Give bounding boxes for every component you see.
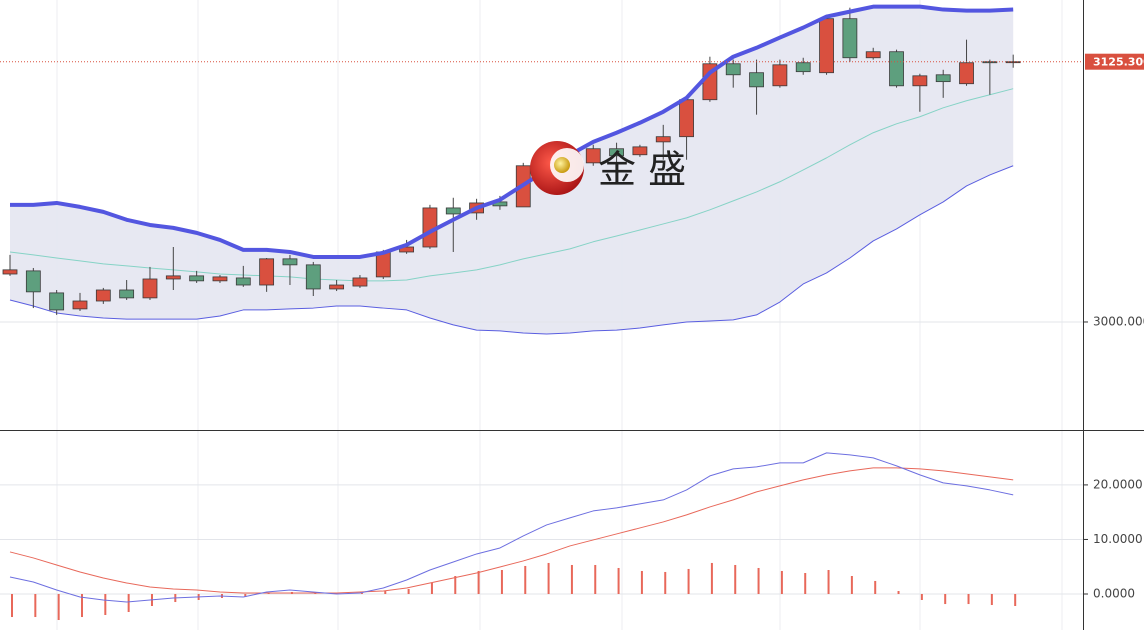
candle-body bbox=[795, 62, 811, 73]
candle-body bbox=[679, 99, 694, 138]
lower-band bbox=[9, 165, 1014, 335]
candle-body bbox=[95, 289, 111, 302]
band-fill bbox=[10, 6, 1014, 335]
candle-body bbox=[72, 300, 88, 310]
histogram-bar bbox=[594, 564, 597, 594]
histogram-bar bbox=[944, 594, 947, 605]
histogram-bar bbox=[780, 570, 783, 594]
histogram-bar bbox=[34, 594, 37, 618]
histogram-bar bbox=[1014, 594, 1017, 606]
candle-body bbox=[982, 61, 998, 64]
histogram-bar bbox=[430, 582, 433, 594]
candle-body bbox=[329, 284, 345, 290]
histogram-bar bbox=[384, 591, 387, 594]
candle-body bbox=[749, 72, 764, 88]
candle-body bbox=[375, 251, 391, 278]
candle-body bbox=[189, 275, 205, 282]
histogram-bar bbox=[11, 594, 13, 618]
histogram-bar bbox=[407, 588, 410, 594]
y-tick-label: 0.0000 bbox=[1093, 587, 1135, 601]
candle-body bbox=[305, 264, 321, 290]
candle-body bbox=[725, 63, 741, 76]
histogram-bar bbox=[897, 591, 900, 594]
histogram-bar bbox=[920, 594, 923, 600]
candle-body bbox=[119, 289, 135, 299]
y-tick-label: 20.0000 bbox=[1093, 477, 1143, 491]
candle-body bbox=[655, 136, 671, 143]
candle-body bbox=[609, 148, 624, 157]
histogram-bar bbox=[80, 594, 83, 618]
candle-body bbox=[2, 269, 18, 275]
candle-body bbox=[259, 258, 275, 286]
histogram-bar bbox=[57, 594, 60, 621]
histogram-bar bbox=[454, 576, 457, 594]
last-price-label: 3125.300 bbox=[1093, 56, 1144, 69]
histogram-bar bbox=[827, 570, 830, 594]
price-panel: 3000.000 3125.300 bbox=[0, 4, 1144, 335]
candle-body bbox=[935, 74, 951, 83]
histogram-bar bbox=[547, 562, 550, 594]
candle-body bbox=[819, 18, 834, 74]
watermark: 金 盛 bbox=[598, 148, 686, 192]
histogram-bar bbox=[687, 568, 690, 594]
histogram-bar bbox=[360, 593, 363, 594]
candle-body bbox=[49, 292, 65, 311]
candle-body bbox=[212, 276, 228, 282]
middle-band bbox=[9, 88, 1014, 282]
histogram-bar bbox=[524, 565, 527, 594]
candle-body bbox=[842, 18, 858, 59]
candle-body bbox=[865, 51, 881, 59]
histogram-bar bbox=[477, 570, 480, 594]
histogram-bar bbox=[640, 570, 643, 594]
candle-body bbox=[632, 146, 648, 156]
candle-body bbox=[889, 51, 904, 87]
candle-body bbox=[235, 277, 251, 286]
dea-line bbox=[9, 467, 1014, 594]
y-tick-label: 10.0000 bbox=[1093, 532, 1143, 546]
histogram-bar bbox=[570, 564, 573, 594]
histogram-bar bbox=[850, 576, 853, 594]
histogram-bar bbox=[617, 567, 620, 594]
upper-band bbox=[10, 4, 1014, 259]
macd-panel: 0.0000 10.0000 20.0000 bbox=[0, 452, 1143, 621]
candle-body bbox=[25, 270, 41, 293]
candle-body bbox=[772, 64, 788, 87]
candle-body bbox=[165, 275, 181, 280]
candle-body bbox=[585, 148, 601, 164]
dif-line bbox=[9, 452, 1014, 603]
histogram-bar bbox=[664, 571, 667, 594]
histogram-bar bbox=[244, 594, 247, 597]
histogram-bar bbox=[104, 594, 107, 615]
histogram-bar bbox=[127, 594, 130, 612]
histogram-bar bbox=[804, 573, 807, 594]
histogram-bar bbox=[874, 580, 877, 594]
candle-body bbox=[912, 75, 928, 87]
candle-body bbox=[352, 277, 368, 287]
candle-body bbox=[142, 278, 158, 299]
histogram-bar bbox=[710, 562, 713, 594]
histogram-bar bbox=[990, 594, 993, 606]
candle-body bbox=[959, 62, 974, 85]
histogram-bar bbox=[967, 594, 970, 605]
last-price-tag bbox=[1085, 53, 1144, 70]
candle-body bbox=[445, 207, 461, 215]
histogram-bar bbox=[757, 567, 760, 594]
y-tick-label: 3000.000 bbox=[1093, 314, 1144, 328]
histogram-bar bbox=[500, 570, 503, 594]
histogram-bar bbox=[734, 564, 737, 594]
candle-body bbox=[282, 258, 298, 266]
logo bbox=[530, 141, 584, 195]
